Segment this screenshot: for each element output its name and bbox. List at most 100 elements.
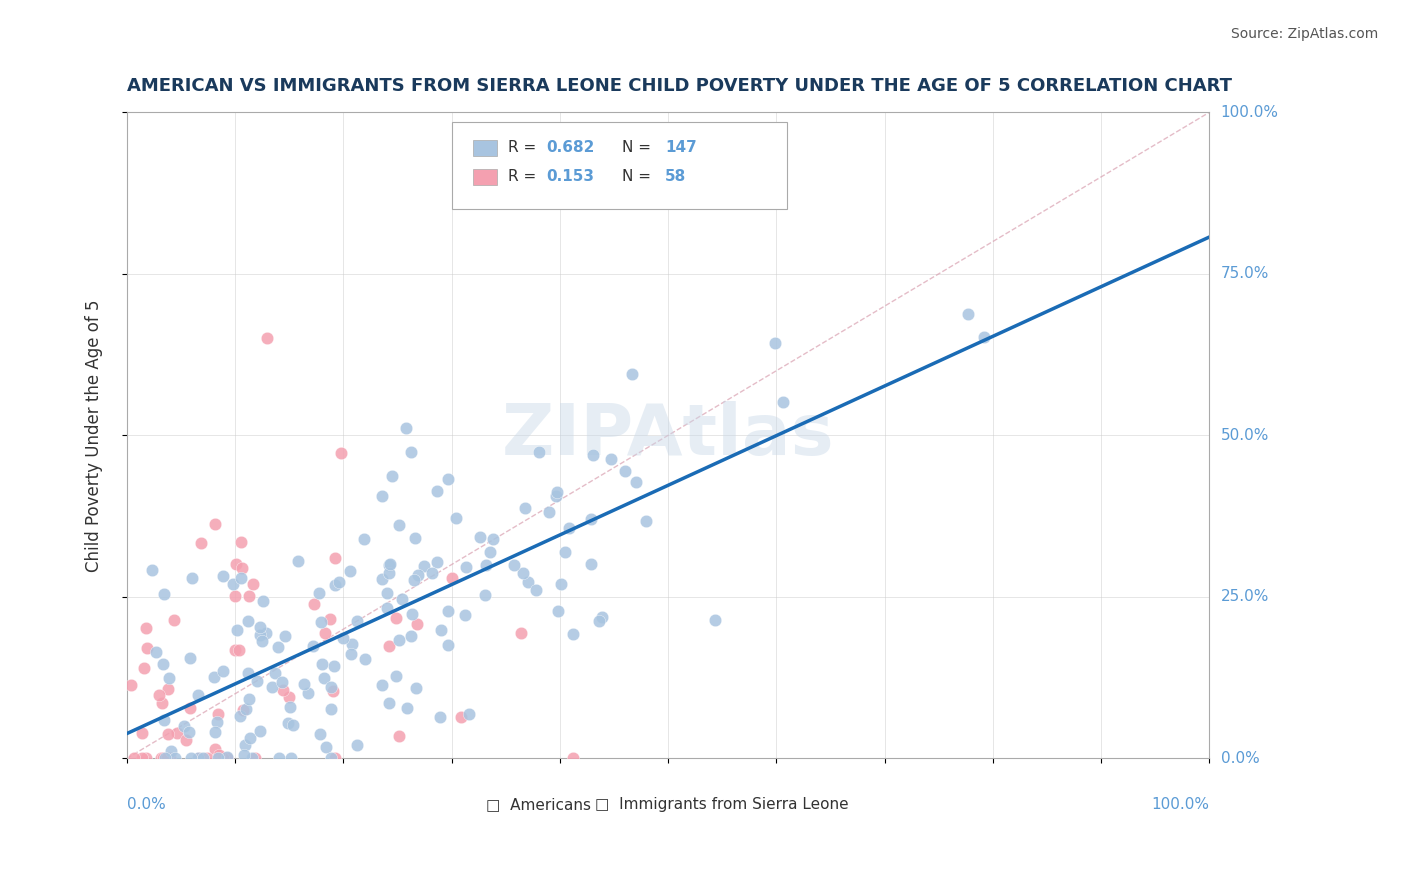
Point xyxy=(314,625,336,640)
Point xyxy=(440,571,463,585)
Point xyxy=(319,612,342,626)
Point xyxy=(378,557,401,571)
Point xyxy=(280,751,302,765)
Point xyxy=(212,751,235,765)
Point xyxy=(246,674,269,689)
Point xyxy=(212,569,235,583)
Text: 100.0%: 100.0% xyxy=(1152,797,1209,812)
Point xyxy=(195,751,218,765)
Point xyxy=(236,614,259,628)
Point xyxy=(252,594,274,608)
Point xyxy=(537,505,560,519)
Point xyxy=(187,688,209,702)
Point xyxy=(249,724,271,739)
Text: 58: 58 xyxy=(665,169,686,185)
Point xyxy=(562,751,585,765)
Point xyxy=(371,678,394,692)
Point xyxy=(254,626,277,640)
Point xyxy=(453,607,475,622)
Point xyxy=(456,560,478,574)
Point xyxy=(378,566,401,581)
Text: 25.0%: 25.0% xyxy=(1220,590,1268,605)
Point xyxy=(204,724,226,739)
Point xyxy=(405,681,427,696)
Point xyxy=(973,330,995,344)
Point xyxy=(437,638,460,652)
Text: AMERICAN VS IMMIGRANTS FROM SIERRA LEONE CHILD POVERTY UNDER THE AGE OF 5 CORREL: AMERICAN VS IMMIGRANTS FROM SIERRA LEONE… xyxy=(127,78,1232,95)
Point xyxy=(160,743,183,757)
Point xyxy=(157,726,180,740)
Point xyxy=(249,628,271,642)
Point xyxy=(378,696,401,710)
Point xyxy=(957,307,980,321)
Point xyxy=(122,751,145,765)
Point xyxy=(420,566,443,580)
Point xyxy=(703,613,725,627)
Point xyxy=(156,751,179,765)
Text: 0.0%: 0.0% xyxy=(1220,751,1260,766)
Point xyxy=(177,725,200,739)
Point xyxy=(145,645,167,659)
Point xyxy=(292,677,315,691)
Point xyxy=(446,510,468,524)
Point xyxy=(180,751,202,765)
Point xyxy=(509,626,531,640)
Point xyxy=(404,574,426,588)
Point xyxy=(174,733,197,747)
Point xyxy=(395,421,418,435)
Point xyxy=(391,592,413,607)
Point xyxy=(315,740,337,755)
Point xyxy=(321,751,343,765)
Point xyxy=(163,751,186,765)
Point xyxy=(388,517,411,532)
Point xyxy=(207,751,229,765)
Point xyxy=(325,551,347,566)
Point xyxy=(274,629,297,643)
Point xyxy=(385,610,408,624)
Point xyxy=(426,483,449,498)
Point xyxy=(187,751,209,765)
Text: □  Immigrants from Sierra Leone: □ Immigrants from Sierra Leone xyxy=(596,797,849,812)
Point xyxy=(399,629,422,643)
Point xyxy=(388,729,411,743)
Point xyxy=(321,702,343,716)
Point xyxy=(277,715,299,730)
Point xyxy=(204,517,226,532)
Point xyxy=(134,661,156,675)
Point xyxy=(588,615,610,629)
Point xyxy=(207,706,229,721)
Point xyxy=(267,751,290,765)
Point xyxy=(450,710,472,724)
Point xyxy=(225,558,247,572)
FancyBboxPatch shape xyxy=(474,169,498,185)
Point xyxy=(208,748,231,763)
Point xyxy=(429,710,451,724)
Text: Source: ZipAtlas.com: Source: ZipAtlas.com xyxy=(1230,27,1378,41)
Point xyxy=(191,751,214,765)
Point xyxy=(301,639,323,653)
Point xyxy=(378,558,401,573)
Text: 100.0%: 100.0% xyxy=(1220,104,1278,120)
Point xyxy=(322,684,344,698)
Point xyxy=(224,590,246,604)
Point xyxy=(436,603,458,617)
Point xyxy=(205,714,228,729)
Point xyxy=(231,570,253,584)
Point xyxy=(222,577,245,591)
Point xyxy=(314,671,336,685)
Point xyxy=(235,701,257,715)
Point xyxy=(240,751,263,765)
Point xyxy=(229,708,252,723)
Point xyxy=(512,566,534,581)
Point xyxy=(232,703,254,717)
Point xyxy=(599,452,621,467)
Point xyxy=(212,751,235,765)
Point xyxy=(281,718,304,732)
Point xyxy=(581,557,603,571)
Point xyxy=(624,475,647,489)
Point xyxy=(375,586,398,600)
Text: □  Americans: □ Americans xyxy=(485,797,591,812)
Point xyxy=(401,607,423,622)
Point xyxy=(591,610,613,624)
Point xyxy=(503,558,526,573)
